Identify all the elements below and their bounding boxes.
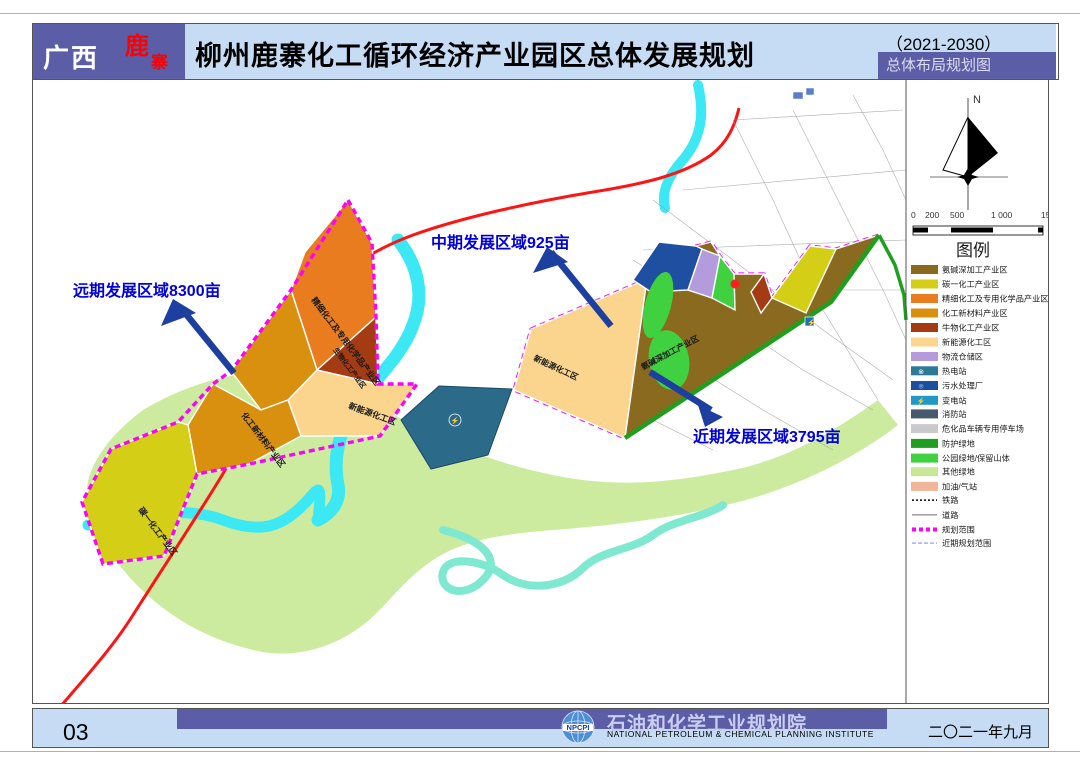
svg-text:中期发展区域925亩: 中期发展区域925亩	[431, 233, 570, 252]
svg-text:污水处理厂: 污水处理厂	[942, 381, 983, 391]
svg-text:1 000: 1 000	[991, 210, 1013, 220]
svg-text:N: N	[973, 94, 981, 106]
svg-text:精细化工及专用化学品产业区: 精细化工及专用化学品产业区	[942, 294, 1048, 304]
svg-text:热电站: 热电站	[942, 366, 967, 376]
svg-text:500: 500	[950, 210, 964, 220]
svg-text:危化品车辆专用停车场: 危化品车辆专用停车场	[942, 424, 1024, 434]
svg-text:远期发展区域8300亩: 远期发展区域8300亩	[73, 281, 221, 300]
svg-text:近期规划范围: 近期规划范围	[942, 538, 991, 548]
svg-text:200: 200	[925, 210, 939, 220]
svg-text:其他绿地: 其他绿地	[942, 467, 975, 477]
svg-text:⊗: ⊗	[918, 384, 924, 391]
svg-text:图例: 图例	[956, 241, 990, 260]
svg-text:牛物化工产业区: 牛物化工产业区	[942, 323, 999, 333]
svg-text:规划范围: 规划范围	[942, 525, 975, 535]
svg-text:⚡: ⚡	[917, 396, 926, 405]
svg-text:氨碱深加工产业区: 氨碱深加工产业区	[942, 265, 1008, 275]
svg-text:防护绿地: 防护绿地	[942, 438, 975, 448]
svg-text:铁路: 铁路	[942, 495, 958, 505]
svg-text:化工新材料产业区: 化工新材料产业区	[942, 308, 1008, 318]
svg-text:⚡: ⚡	[451, 416, 460, 425]
svg-text:1500m: 1500m	[1041, 210, 1048, 220]
svg-text:公园绿地/保留山体: 公园绿地/保留山体	[942, 453, 1010, 463]
svg-text:碳一化工产业区: 碳一化工产业区	[942, 279, 999, 289]
svg-text:物流仓储区: 物流仓储区	[942, 352, 983, 362]
svg-text:近期发展区域3795亩: 近期发展区域3795亩	[693, 427, 841, 446]
svg-text:道路: 道路	[942, 510, 958, 520]
svg-text:0: 0	[911, 210, 916, 220]
svg-text:消防站: 消防站	[942, 409, 967, 419]
svg-text:新能源化工区: 新能源化工区	[942, 337, 991, 347]
svg-text:⚡: ⚡	[807, 318, 816, 327]
svg-text:变电站: 变电站	[942, 395, 967, 405]
svg-text:NPCPI: NPCPI	[567, 723, 590, 732]
svg-text:⊗: ⊗	[918, 369, 924, 376]
svg-text:加油/气站: 加油/气站	[942, 481, 977, 491]
